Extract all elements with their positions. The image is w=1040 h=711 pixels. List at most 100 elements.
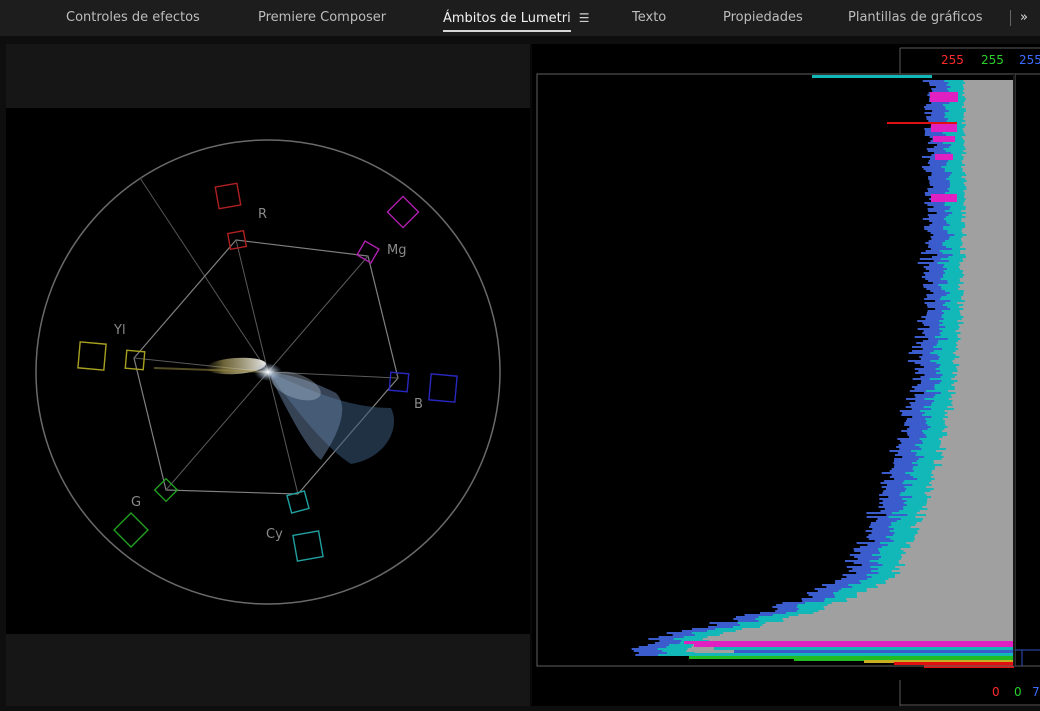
histogram-bin bbox=[916, 512, 1014, 514]
vectorscope-graph: R Mg B Cy G bbox=[35, 139, 501, 605]
histogram-bin bbox=[953, 362, 1014, 364]
histogram-bin bbox=[963, 260, 1014, 262]
histogram-bin bbox=[957, 380, 1014, 382]
histogram-bin bbox=[963, 316, 1014, 318]
histogram-bin bbox=[765, 622, 1014, 624]
histogram-bin bbox=[955, 354, 1014, 356]
histogram-bin bbox=[964, 164, 1014, 166]
target-mg: Mg bbox=[356, 195, 420, 264]
histogram-bin bbox=[962, 214, 1014, 216]
histogram-bin bbox=[965, 178, 1014, 180]
histogram-bin bbox=[894, 576, 1014, 578]
histogram-bin bbox=[875, 584, 1014, 586]
histogram-bin bbox=[887, 122, 957, 124]
histogram-bin bbox=[954, 408, 1014, 410]
histogram-bin bbox=[827, 604, 1014, 606]
histogram-bin bbox=[946, 432, 1014, 434]
tab-plantillas-de-graficos[interactable]: Plantillas de gráficos bbox=[848, 0, 982, 36]
histogram-bin bbox=[962, 276, 1014, 278]
histogram-bin bbox=[963, 86, 1014, 88]
histogram-bin bbox=[961, 318, 1014, 320]
histogram-bin bbox=[964, 116, 1014, 118]
histogram-bin bbox=[959, 356, 1014, 358]
histogram-bin bbox=[831, 602, 1014, 604]
tab-label: Controles de efectos bbox=[66, 10, 200, 25]
vectorscope-signal bbox=[153, 357, 395, 464]
histogram-bin bbox=[846, 598, 1014, 600]
histogram-bin bbox=[954, 358, 1014, 360]
histogram-bin bbox=[961, 210, 1014, 212]
histogram-bin bbox=[812, 75, 932, 78]
histogram-bin bbox=[960, 338, 1014, 340]
histogram-bin bbox=[925, 514, 1014, 516]
tab-controles-de-efectos[interactable]: Controles de efectos bbox=[66, 0, 200, 36]
panel-divider[interactable] bbox=[530, 44, 532, 706]
histogram-bin bbox=[961, 160, 1014, 162]
histogram-bin bbox=[936, 450, 1014, 452]
histogram-bin bbox=[933, 462, 1014, 464]
histogram-bin bbox=[917, 532, 1014, 534]
histogram-bin bbox=[957, 334, 1014, 336]
histogram-bin bbox=[963, 292, 1014, 294]
histogram-bin bbox=[966, 188, 1014, 190]
histogram-bin bbox=[895, 566, 1014, 568]
histogram-bin bbox=[910, 526, 1014, 528]
histogram-bin bbox=[877, 586, 1014, 588]
histogram-bin bbox=[961, 154, 1014, 156]
histogram-bin bbox=[954, 386, 1014, 388]
tab-texto[interactable]: Texto bbox=[632, 0, 666, 36]
histogram-bin bbox=[933, 474, 1014, 476]
histogram-bin bbox=[956, 374, 1014, 376]
histogram-bin bbox=[962, 228, 1014, 230]
histogram-bin bbox=[930, 490, 1014, 492]
histogram-bin bbox=[947, 426, 1014, 428]
histogram-bin bbox=[961, 218, 1014, 220]
histogram-bin bbox=[915, 534, 1014, 536]
histogram-bin bbox=[901, 556, 1014, 558]
tab-premiere-composer[interactable]: Premiere Composer bbox=[258, 0, 386, 36]
tab-ambitos-de-lumetri[interactable]: Ámbitos de Lumetri ☰ bbox=[443, 0, 590, 36]
histogram-bin bbox=[957, 344, 1014, 346]
histogram-bin bbox=[941, 458, 1014, 460]
histogram-top-label-red: 255 bbox=[941, 53, 964, 67]
histogram-bin bbox=[965, 110, 1014, 112]
histogram-bin bbox=[964, 142, 1014, 144]
histogram-bin bbox=[959, 310, 1014, 312]
histogram-bin bbox=[926, 494, 1014, 496]
histogram-bin bbox=[958, 284, 1014, 286]
histogram-bin bbox=[934, 468, 1014, 470]
histogram-bin bbox=[866, 588, 1014, 590]
histogram-bin bbox=[965, 98, 1014, 100]
target-g: G bbox=[113, 477, 179, 548]
histogram-bin bbox=[926, 502, 1014, 504]
histogram-bin bbox=[759, 626, 1014, 628]
histogram-bin bbox=[952, 360, 1014, 362]
overflow-tabs-icon[interactable]: » bbox=[1020, 10, 1028, 25]
histogram-bin bbox=[963, 158, 1014, 160]
histogram-bin bbox=[964, 140, 1014, 142]
histogram-bin bbox=[962, 244, 1014, 246]
histogram-bin bbox=[900, 558, 1014, 560]
histogram-bin bbox=[939, 446, 1014, 448]
tab-propiedades[interactable]: Propiedades bbox=[723, 0, 803, 36]
vectorscope-top-bar bbox=[6, 44, 530, 108]
histogram-bin bbox=[965, 206, 1014, 208]
histogram-bin bbox=[959, 306, 1014, 308]
histogram-bin bbox=[963, 308, 1014, 310]
histogram-bin bbox=[961, 136, 1014, 138]
target-label-cy: Cy bbox=[266, 527, 283, 542]
histogram-bin bbox=[959, 364, 1014, 366]
histogram-bin bbox=[955, 392, 1014, 394]
histogram-bin bbox=[964, 88, 1014, 90]
histogram-bin bbox=[957, 320, 1014, 322]
histogram-bin bbox=[966, 186, 1014, 188]
histogram-bin bbox=[963, 102, 1014, 104]
histogram-bin bbox=[955, 330, 1014, 332]
histogram-bin bbox=[944, 414, 1014, 416]
hamburger-menu-icon[interactable]: ☰ bbox=[578, 11, 590, 25]
histogram-bin bbox=[954, 388, 1014, 390]
histogram-bin bbox=[941, 464, 1014, 466]
histogram-bin bbox=[944, 410, 1014, 412]
histogram-bin bbox=[915, 516, 1014, 518]
histogram-bin bbox=[962, 272, 1014, 274]
